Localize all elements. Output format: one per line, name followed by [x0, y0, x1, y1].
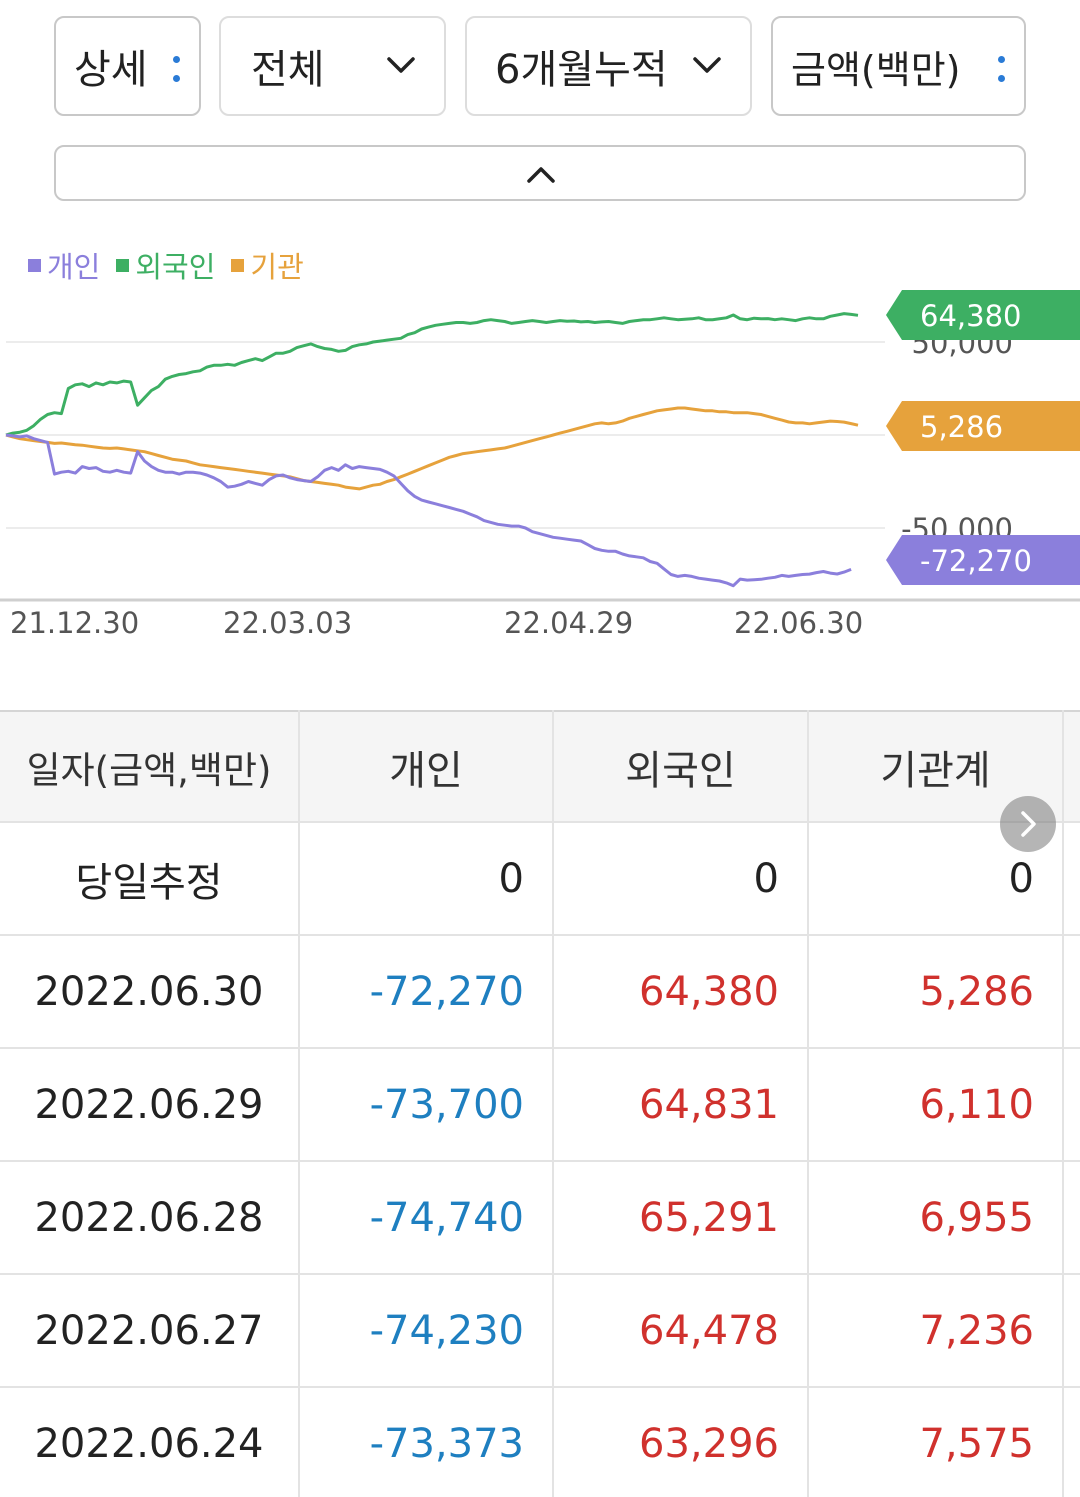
cell-foreign: 63,296 — [552, 1386, 809, 1497]
cell-overflow — [1062, 934, 1080, 1049]
cell-overflow — [1062, 1386, 1080, 1497]
unit-select-label: 금액(백만) — [791, 47, 961, 92]
detail-select[interactable]: 상세 — [54, 16, 201, 116]
legend-label: 외국인 — [135, 250, 216, 284]
legend-swatch — [28, 258, 41, 272]
end-value-tag — [886, 535, 1080, 585]
header-date: 일자(금액,백만) — [0, 710, 300, 823]
collapse-toggle[interactable] — [54, 145, 1026, 201]
chart-legend: 개인 외국인 기관 — [28, 244, 320, 286]
cell-individual: -74,740 — [298, 1160, 554, 1275]
cell-individual: -73,700 — [298, 1047, 554, 1162]
end-value-tag — [886, 290, 1080, 340]
series-line-외국인 — [5, 312, 859, 437]
header-overflow — [1062, 710, 1080, 823]
period-dropdown[interactable]: 6개월누적 — [465, 16, 752, 116]
cell-individual: 0 — [298, 821, 554, 936]
x-tick-label: 22.04.29 — [504, 606, 634, 640]
legend-item-institution[interactable]: 기관 — [231, 244, 304, 286]
cell-institution: 6,955 — [807, 1160, 1064, 1275]
cell-institution: 5,286 — [807, 934, 1064, 1049]
end-value-label: -72,270 — [920, 544, 1032, 578]
chevron-up-icon — [527, 167, 555, 183]
legend-swatch — [116, 258, 130, 272]
end-value-tag — [886, 401, 1080, 451]
chevron-right-icon — [1021, 811, 1036, 837]
cell-overflow — [1062, 1273, 1080, 1388]
cell-date: 2022.06.27 — [0, 1273, 300, 1388]
chevron-down-icon — [693, 57, 721, 73]
cell-overflow — [1062, 821, 1080, 936]
table-row-estimate: 당일추정 0 0 0 — [0, 821, 1080, 936]
table-row: 2022.06.27 -74,230 64,478 7,236 — [0, 1273, 1080, 1388]
cell-individual: -74,230 — [298, 1273, 554, 1388]
chevron-down-icon — [387, 57, 415, 73]
cell-foreign: 64,831 — [552, 1047, 809, 1162]
header-individual: 개인 — [298, 710, 554, 823]
scope-dropdown[interactable]: 전체 — [219, 16, 446, 116]
table-header-row: 일자(금액,백만) 개인 외국인 기관계 — [0, 710, 1080, 823]
legend-swatch — [231, 258, 245, 272]
period-dropdown-label: 6개월누적 — [495, 47, 668, 93]
cell-date: 2022.06.29 — [0, 1047, 300, 1162]
series-line-개인 — [5, 433, 852, 588]
cell-foreign: 64,478 — [552, 1273, 809, 1388]
x-tick-label: 21.12.30 — [10, 606, 140, 640]
legend-label: 기관 — [250, 250, 304, 284]
kebab-icon — [173, 56, 181, 82]
kebab-icon — [998, 56, 1006, 82]
cell-institution: 7,236 — [807, 1273, 1064, 1388]
investor-table: 일자(금액,백만) 개인 외국인 기관계 당일추정 0 0 0 2022.06.… — [0, 710, 1080, 1497]
cell-date: 2022.06.24 — [0, 1386, 300, 1497]
scope-dropdown-label: 전체 — [251, 47, 325, 93]
cell-date: 2022.06.30 — [0, 934, 300, 1049]
cell-foreign: 65,291 — [552, 1160, 809, 1275]
cell-individual: -73,373 — [298, 1386, 554, 1497]
cell-institution: 7,575 — [807, 1386, 1064, 1497]
detail-select-label: 상세 — [74, 47, 148, 93]
cell-date: 2022.06.28 — [0, 1160, 300, 1275]
cell-individual: -72,270 — [298, 934, 554, 1049]
x-tick-label: 22.03.03 — [223, 606, 353, 640]
cell-institution: 6,110 — [807, 1047, 1064, 1162]
legend-item-individual[interactable]: 개인 — [28, 244, 100, 286]
cell-date: 당일추정 — [0, 821, 300, 936]
end-value-label: 64,380 — [920, 299, 1021, 333]
table-row: 2022.06.24 -73,373 63,296 7,575 — [0, 1386, 1080, 1497]
legend-label: 개인 — [47, 250, 101, 284]
header-foreign: 외국인 — [552, 710, 809, 823]
unit-select[interactable]: 금액(백만) — [771, 16, 1026, 116]
cell-foreign: 0 — [552, 821, 809, 936]
legend-item-foreign[interactable]: 외국인 — [116, 244, 215, 286]
table-row: 2022.06.28 -74,740 65,291 6,955 — [0, 1160, 1080, 1275]
table-row: 2022.06.30 -72,270 64,380 5,286 — [0, 934, 1080, 1049]
series-line-기관 — [5, 406, 859, 491]
cell-foreign: 64,380 — [552, 934, 809, 1049]
scroll-right-button[interactable] — [1000, 796, 1056, 852]
cell-overflow — [1062, 1047, 1080, 1162]
table-row: 2022.06.29 -73,700 64,831 6,110 — [0, 1047, 1080, 1162]
end-value-label: 5,286 — [920, 410, 1003, 444]
x-tick-label: 22.06.30 — [734, 606, 864, 640]
cell-overflow — [1062, 1160, 1080, 1275]
